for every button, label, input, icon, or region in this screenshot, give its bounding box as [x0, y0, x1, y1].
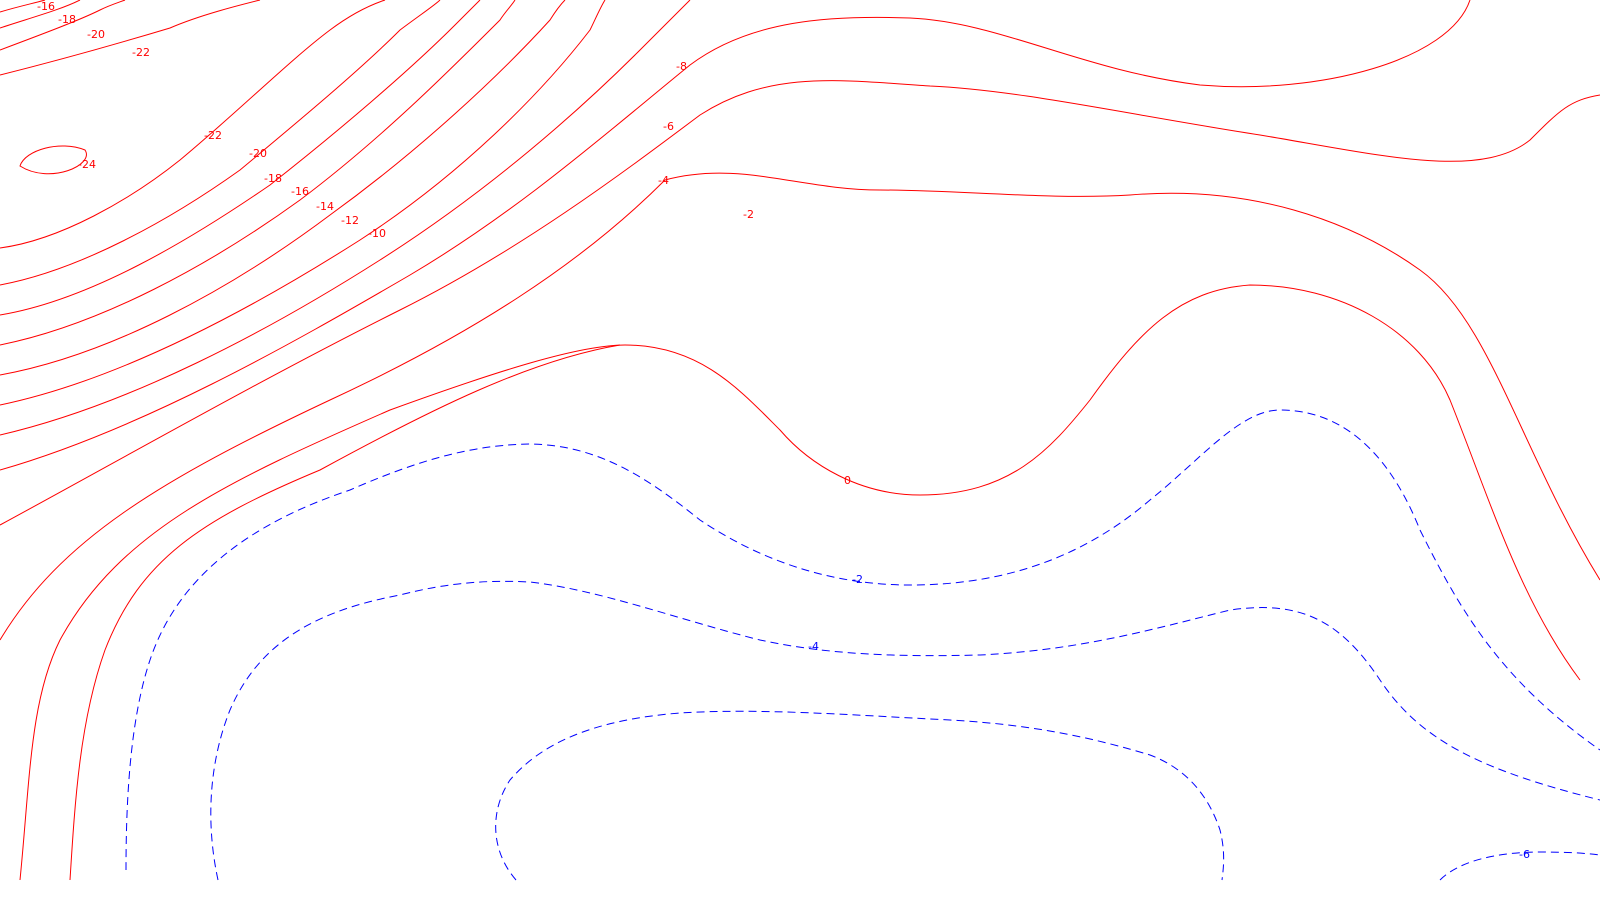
contour-line-18a [0, 0, 81, 29]
label-neg-22a: -22 [132, 46, 150, 59]
label-neg-18a: -18 [58, 13, 76, 26]
contour-line-neg-6b [1439, 851, 1600, 881]
label-neg-6: -6 [663, 120, 674, 133]
label-zero: 0 [844, 474, 851, 487]
contour-line-6 [0, 80, 1600, 526]
contour-line-0 [69, 344, 621, 881]
label-blue-neg-6: -6 [1519, 848, 1530, 861]
contour-line-14 [0, 0, 566, 376]
label-neg-8: -8 [676, 60, 687, 73]
contour-line-22b [0, 0, 386, 249]
label-neg-14: -14 [316, 200, 334, 213]
contour-line-16b [0, 0, 516, 346]
contour-line-12 [0, 0, 606, 406]
label-blue-neg-4: -4 [808, 640, 819, 653]
contour-line-10 [0, 0, 691, 436]
contour-line-20b [0, 0, 441, 286]
contour-line-4 [0, 172, 1600, 641]
label-neg-24: -24 [78, 158, 96, 171]
contour-line-neg-4 [210, 580, 1600, 881]
label-neg-2: -2 [743, 208, 754, 221]
contour-line-16a [0, 0, 46, 13]
label-neg-4: -4 [658, 174, 669, 187]
contour-line-8 [0, 0, 1471, 471]
contour-line-neg-2 [125, 409, 1600, 871]
contour-labels: -24 -22 -22 -20 -20 -18 -18 -16 -16 -14 … [37, 0, 1530, 861]
label-neg-20b: -20 [249, 147, 267, 160]
label-neg-18b: -18 [264, 172, 282, 185]
contour-line-2 [19, 284, 1581, 881]
label-neg-12: -12 [341, 214, 359, 227]
label-neg-20a: -20 [87, 28, 105, 41]
label-neg-10: -10 [368, 227, 386, 240]
contour-line-22a [0, 0, 261, 76]
label-neg-22b: -22 [204, 129, 222, 142]
label-neg-16a: -16 [37, 0, 55, 13]
contour-line-neg-6a [495, 710, 1225, 881]
contour-line-20a [0, 0, 126, 51]
label-blue-neg-2: -2 [852, 573, 863, 586]
label-neg-16b: -16 [291, 185, 309, 198]
contour-line-18b [0, 0, 481, 316]
contour-line-24 [19, 145, 87, 175]
